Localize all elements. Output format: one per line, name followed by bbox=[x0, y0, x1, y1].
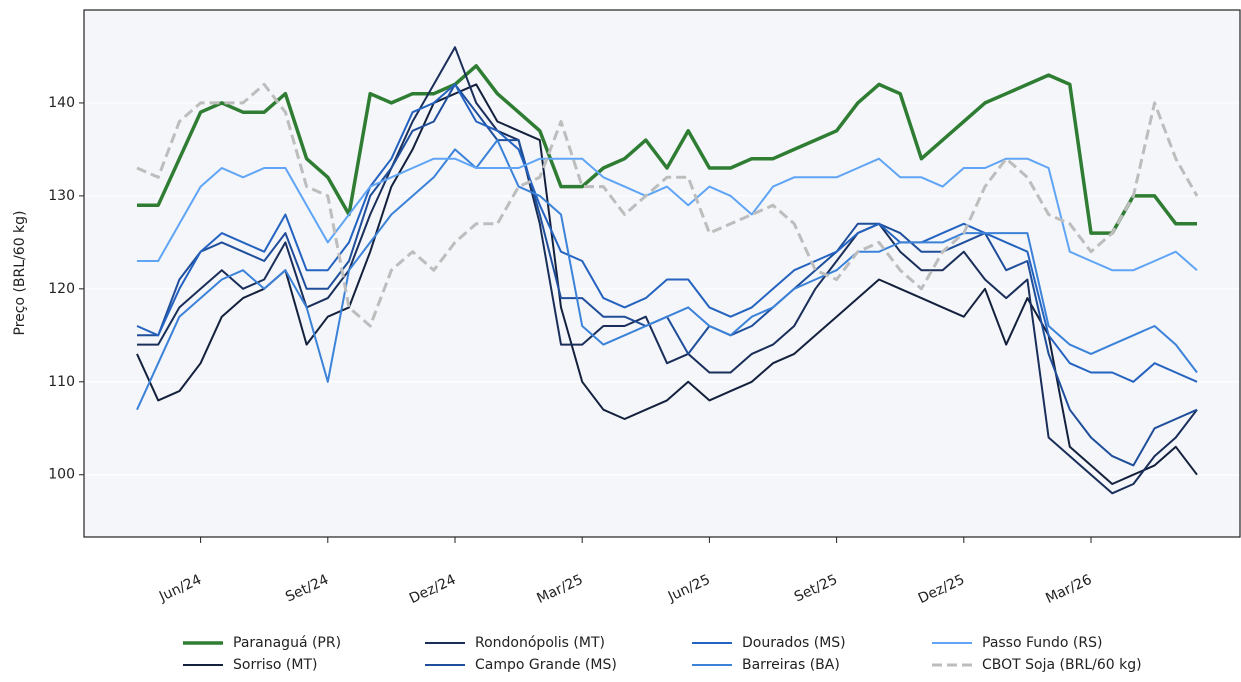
y-tick-label: 120 bbox=[48, 281, 75, 297]
legend-label: CBOT Soja (BRL/60 kg) bbox=[982, 657, 1142, 673]
legend-label: Barreiras (BA) bbox=[742, 657, 840, 673]
x-tick-label: Mar/26 bbox=[1043, 572, 1094, 607]
y-tick-label: 100 bbox=[48, 467, 75, 483]
legend-label: Rondonópolis (MT) bbox=[475, 635, 605, 651]
x-tick-label: Mar/25 bbox=[534, 572, 585, 607]
series-line bbox=[137, 46, 1198, 495]
legend-label: Passo Fundo (RS) bbox=[982, 635, 1102, 651]
legend-label: Dourados (MS) bbox=[742, 635, 846, 651]
series-line bbox=[136, 82, 1199, 328]
y-tick-label: 140 bbox=[48, 95, 75, 111]
y-axis-label: Preço (BRL/60 kg) bbox=[12, 210, 28, 335]
plot-frame bbox=[83, 9, 1241, 538]
legend-label: Sorriso (MT) bbox=[233, 657, 317, 673]
series-line bbox=[137, 157, 1198, 272]
x-tick-label: Jun/24 bbox=[156, 572, 204, 606]
legend-label: Campo Grande (MS) bbox=[475, 657, 617, 673]
series-line bbox=[136, 139, 1198, 411]
series-line bbox=[137, 64, 1197, 235]
plot-area bbox=[84, 10, 1240, 537]
series-line bbox=[136, 83, 1198, 383]
legend-label: Paranaguá (PR) bbox=[233, 635, 341, 651]
x-tick-label: Set/25 bbox=[792, 572, 840, 606]
x-tick-label: Dez/24 bbox=[407, 572, 459, 607]
y-tick-label: 110 bbox=[48, 374, 75, 390]
x-tick-label: Set/24 bbox=[283, 572, 331, 606]
x-tick-label: Jun/25 bbox=[665, 572, 713, 606]
y-tick-label: 130 bbox=[48, 188, 75, 204]
x-tick-label: Dez/25 bbox=[916, 572, 967, 607]
